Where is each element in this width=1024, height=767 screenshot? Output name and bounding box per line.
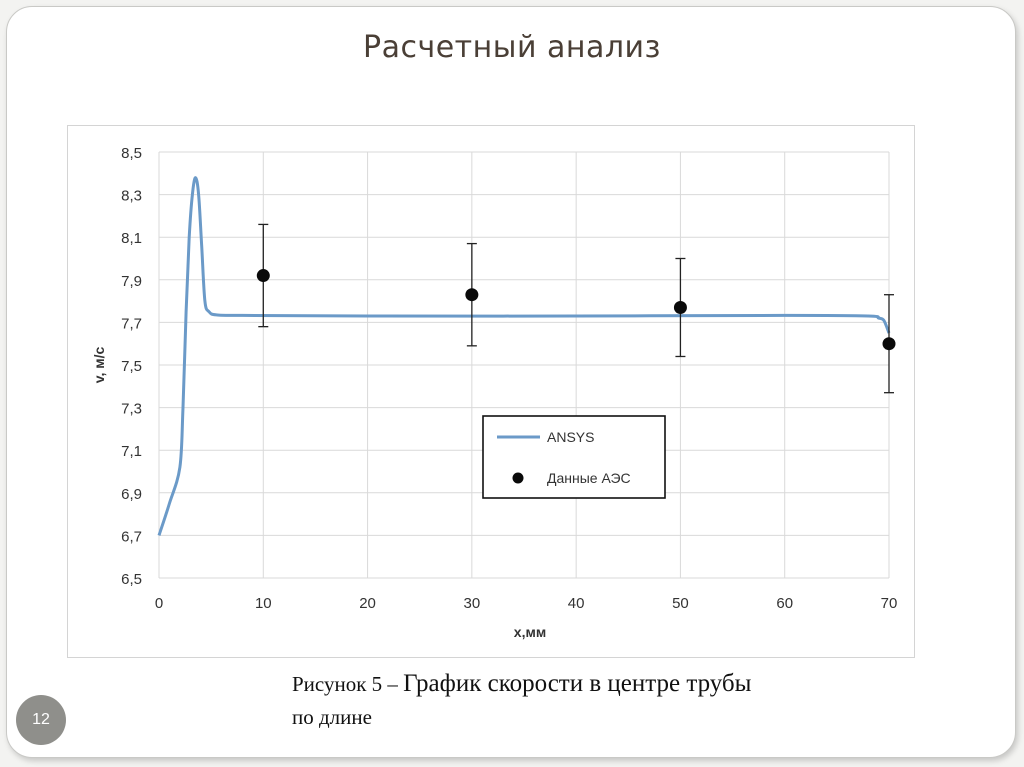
data-point <box>882 337 896 351</box>
figure-caption: Рисунок 5 – График скорости в центре тру… <box>292 668 812 735</box>
legend-data-swatch <box>512 472 524 484</box>
chart-axes: 6,5 6,7 6,9 7,1 7,3 7,5 7,7 7,9 8,1 8,3 8,5 0 10 20 30… <box>91 145 897 640</box>
legend-box <box>482 415 666 499</box>
y-tick-label: 8,5 <box>121 145 142 162</box>
x-tick-label: 0 <box>155 595 163 612</box>
y-tick-label: 6,5 <box>121 571 142 588</box>
x-tick-label: 20 <box>359 595 376 612</box>
x-axis-label: x,мм <box>514 624 546 640</box>
chart-frame <box>67 125 915 658</box>
page-number-badge: 12 <box>16 695 66 745</box>
ansys-series-line <box>157 176 891 536</box>
y-tick-label: 7,5 <box>121 358 142 375</box>
y-tick-label: 6,9 <box>121 486 142 503</box>
chart-legend: ANSYS Данные АЭС <box>482 415 666 499</box>
x-tick-label: 30 <box>464 595 481 612</box>
x-tick-label: 50 <box>672 595 689 612</box>
data-point <box>256 269 270 283</box>
x-tick-label: 10 <box>255 595 272 612</box>
data-point <box>673 300 687 314</box>
caption-main: График скорости в центре трубы <box>403 670 752 697</box>
chart-grid <box>158 151 890 579</box>
y-tick-label: 7,1 <box>121 443 142 460</box>
legend-data-label: Данные АЭС <box>547 470 631 486</box>
y-tick-label: 8,1 <box>121 230 142 247</box>
y-tick-label: 7,7 <box>121 315 142 332</box>
y-tick-label: 8,3 <box>121 188 142 205</box>
data-point <box>465 288 479 302</box>
x-tick-label: 60 <box>776 595 793 612</box>
x-tick-label: 70 <box>881 595 898 612</box>
caption-prefix: Рисунок 5 – <box>292 672 404 696</box>
y-axis-label: v, м/с <box>91 347 107 384</box>
x-tick-label: 40 <box>568 595 585 612</box>
caption-line2: по длине <box>292 705 372 729</box>
slide-title: Расчетный анализ <box>363 30 661 65</box>
y-tick-label: 6,7 <box>121 528 142 545</box>
chart-series <box>157 176 896 536</box>
y-tick-label: 7,3 <box>121 401 142 418</box>
y-tick-label: 7,9 <box>121 273 142 290</box>
legend-ansys-label: ANSYS <box>547 429 594 445</box>
